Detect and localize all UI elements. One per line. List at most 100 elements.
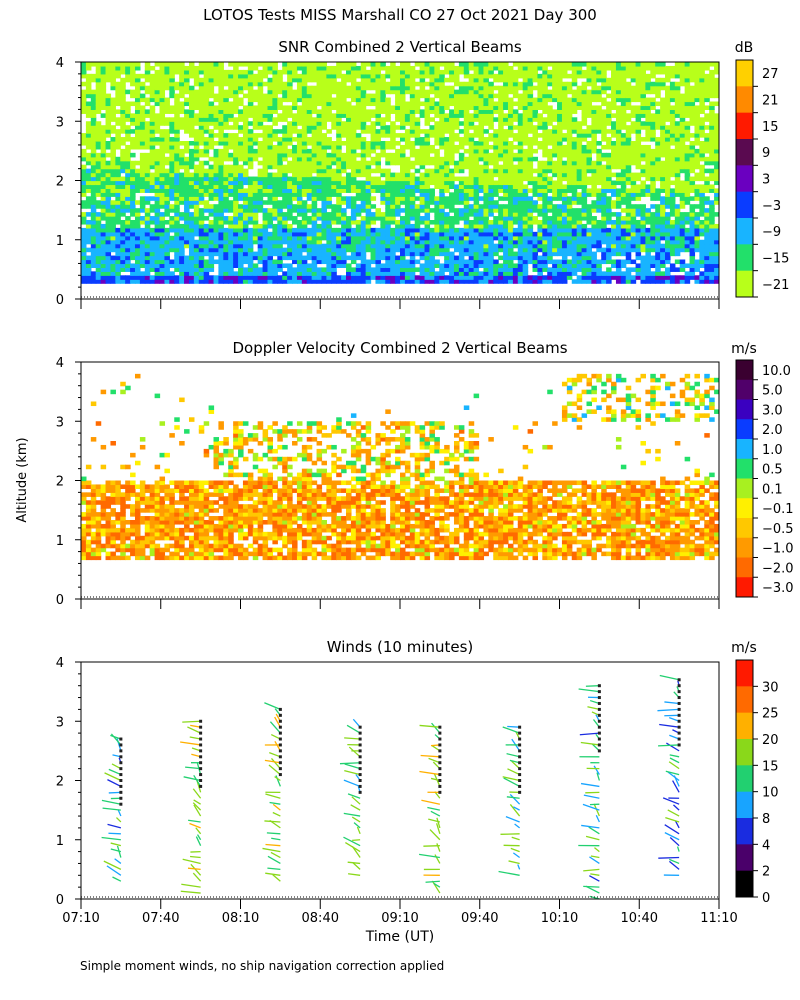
heat-cell	[134, 271, 141, 276]
heat-cell	[390, 255, 396, 261]
heat-cell	[130, 62, 136, 67]
heat-cell	[95, 204, 102, 209]
heat-cell	[252, 223, 259, 229]
heat-cell	[321, 113, 327, 118]
heat-cell	[429, 85, 435, 91]
heat-cell	[213, 109, 220, 114]
heat-cell	[463, 62, 470, 67]
heat-cell	[424, 117, 431, 122]
heat-cell	[257, 275, 264, 280]
heat-cell	[139, 125, 146, 130]
heat-cell	[429, 77, 435, 83]
heat-cell	[326, 172, 332, 178]
heat-cell	[316, 69, 323, 75]
heat-cell	[341, 65, 347, 71]
heat-cell	[507, 113, 514, 118]
heat-cell	[547, 129, 553, 134]
heat-cell	[223, 263, 229, 268]
heat-cell	[218, 259, 224, 265]
heat-cell	[247, 129, 254, 134]
heat-cell	[125, 164, 131, 170]
heat-cell	[424, 180, 431, 186]
heat-cell	[517, 129, 524, 134]
heat-cell	[282, 231, 288, 237]
heat-cell	[238, 196, 244, 201]
heat-cell	[453, 164, 460, 170]
heat-cell	[350, 251, 357, 257]
heat-cell	[164, 176, 170, 182]
heat-cell	[414, 117, 421, 122]
heat-cell	[95, 216, 102, 221]
heat-cell	[341, 255, 347, 261]
heat-cell	[193, 156, 200, 162]
heat-cell	[188, 243, 195, 249]
heat-cell	[130, 160, 136, 166]
heat-cell	[125, 184, 131, 189]
heat-cell	[537, 176, 543, 182]
heat-cell	[507, 164, 514, 170]
heat-cell	[100, 235, 107, 241]
heat-cell	[547, 188, 553, 193]
heat-cell	[566, 62, 573, 67]
heat-cell	[468, 156, 475, 162]
heat-cell	[139, 160, 146, 166]
heat-cell	[90, 62, 97, 67]
heat-cell	[331, 263, 337, 268]
heat-cell	[400, 148, 406, 154]
heat-cell	[164, 69, 170, 75]
heat-cell	[272, 180, 278, 186]
heat-cell	[498, 271, 504, 276]
heat-cell	[355, 125, 362, 130]
heat-cell	[380, 227, 386, 233]
heat-cell	[242, 275, 249, 280]
heat-cell	[473, 89, 480, 95]
heat-cell	[257, 160, 264, 166]
heat-cell	[326, 137, 332, 142]
heat-cell	[360, 267, 367, 272]
heat-cell	[287, 125, 293, 130]
heat-cell	[326, 212, 332, 217]
heat-cell	[120, 81, 126, 87]
heat-cell	[370, 243, 377, 249]
heat-cell	[449, 196, 455, 201]
heat-cell	[277, 279, 283, 284]
heat-cell	[242, 125, 249, 130]
heat-cell	[355, 81, 362, 87]
heat-cell	[552, 192, 558, 197]
heat-cell	[223, 97, 229, 103]
heat-cell	[503, 164, 509, 170]
heat-cell	[198, 164, 205, 170]
heat-cell	[282, 263, 288, 268]
heat-cell	[493, 141, 499, 146]
heat-cell	[326, 164, 332, 170]
heat-cell	[139, 247, 146, 253]
heat-cell	[512, 263, 519, 268]
heat-cell	[262, 200, 269, 205]
heat-cell	[252, 192, 259, 197]
heat-cell	[169, 216, 175, 221]
heat-cell	[233, 192, 239, 197]
heat-cell	[395, 188, 401, 193]
heat-cell	[571, 267, 578, 272]
heat-cell	[419, 152, 426, 158]
heat-cell	[203, 141, 210, 146]
heat-cell	[385, 275, 391, 280]
heat-cell	[193, 105, 200, 110]
heat-cell	[449, 180, 455, 186]
heat-cell	[537, 255, 543, 261]
heat-cell	[110, 231, 116, 237]
heat-cell	[242, 267, 249, 272]
heat-cell	[267, 62, 273, 67]
heat-cell	[561, 125, 568, 130]
heat-cell	[188, 148, 195, 154]
heat-cell	[566, 176, 573, 182]
heat-cell	[247, 231, 254, 237]
heat-cell	[557, 156, 563, 162]
heat-cell	[282, 204, 288, 209]
heat-cell	[184, 144, 190, 150]
heat-cell	[247, 259, 254, 265]
heat-cell	[321, 97, 327, 103]
heat-cell	[296, 220, 303, 225]
heat-cell	[375, 129, 381, 134]
heat-cell	[277, 101, 283, 107]
